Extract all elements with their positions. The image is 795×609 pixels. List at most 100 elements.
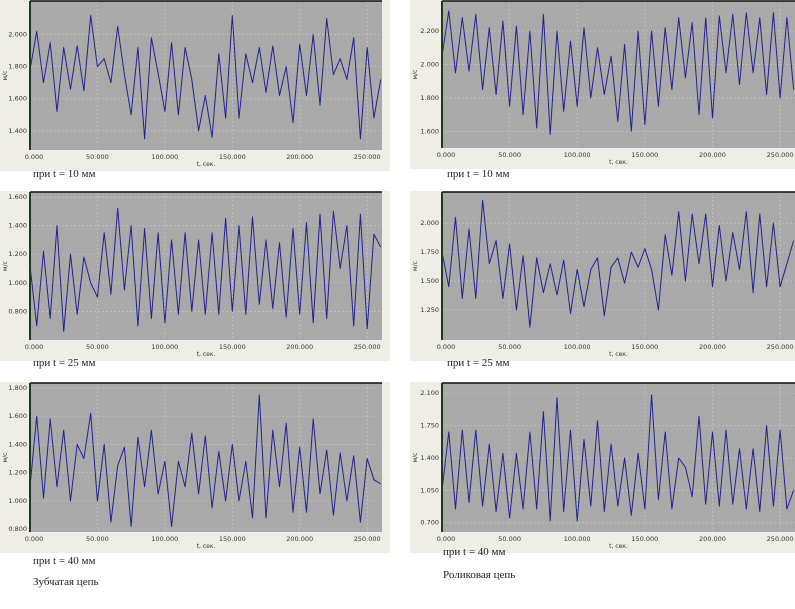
x-tick-label: 0.000 [437, 151, 456, 159]
x-axis-label: t, сек. [197, 351, 216, 358]
x-tick-label: 150.000 [219, 535, 246, 543]
x-tick-label: 150.000 [631, 535, 658, 543]
x-tick-label: 250.000 [767, 151, 794, 159]
series-line [29, 207, 382, 332]
x-tick-label: 100.000 [564, 343, 591, 351]
x-tick-label: 200.000 [286, 343, 313, 351]
chart-3: 0.800 1.000 1.200 1.400 1.600 0.000 50.000 100.… [0, 191, 390, 361]
y-tick-label: 1.800 [8, 384, 27, 392]
x-tick-label: 200.000 [699, 343, 726, 351]
plot-area [442, 192, 795, 340]
y-tick-label: 1.400 [8, 127, 27, 135]
series-line [29, 14, 382, 140]
y-tick-label: 2.000 [420, 60, 439, 68]
x-tick-label: 100.000 [564, 535, 591, 543]
plot-area [442, 1, 795, 148]
y-tick-label: 1.600 [8, 412, 27, 420]
plot-area [30, 383, 382, 532]
y-axis-label: м/с [412, 70, 419, 80]
x-tick-label: 50.000 [498, 343, 521, 351]
chart-2: 1.600 1.800 2.000 2.200 0.000 50.000 100.000 15… [410, 0, 795, 169]
y-tick-label: 1.600 [8, 193, 27, 201]
y-tick-label: 1.600 [420, 127, 439, 135]
y-axis-label: м/с [2, 71, 9, 81]
y-tick-label: 1.200 [8, 469, 27, 477]
caption-chart-2: при t = 10 мм [447, 168, 510, 180]
x-tick-label: 250.000 [354, 153, 381, 161]
x-tick-label: 250.000 [354, 343, 381, 351]
x-tick-label: 200.000 [286, 153, 313, 161]
y-axis-label: м/с [2, 261, 9, 271]
x-axis-label: t, сек. [197, 543, 216, 550]
x-tick-label: 250.000 [354, 535, 381, 543]
y-tick-label: 2.100 [420, 389, 439, 397]
x-tick-label: 50.000 [498, 151, 521, 159]
y-axis-label: м/с [412, 261, 419, 271]
x-tick-label: 150.000 [219, 343, 246, 351]
x-tick-label: 0.000 [25, 153, 44, 161]
y-tick-label: 1.600 [8, 95, 27, 103]
y-tick-label: 2.200 [420, 27, 439, 35]
chart-1: 1.400 1.600 1.800 2.000 0.000 50.000 100.000 15… [0, 0, 390, 171]
y-tick-label: 2.000 [8, 31, 27, 39]
x-tick-label: 100.000 [564, 151, 591, 159]
chart-5: 0.800 1.000 1.200 1.400 1.600 1.800 0.000 50.00… [0, 382, 390, 553]
x-tick-label: 150.000 [219, 153, 246, 161]
x-tick-label: 50.000 [86, 535, 109, 543]
y-tick-label: 1.050 [420, 486, 439, 494]
y-tick-label: 1.400 [8, 222, 27, 230]
series-line [29, 394, 381, 527]
x-tick-label: 100.000 [151, 535, 178, 543]
x-tick-label: 200.000 [286, 535, 313, 543]
y-tick-label: 2.000 [420, 219, 439, 227]
x-axis-label: t, сек. [609, 159, 628, 166]
x-tick-label: 100.000 [151, 153, 178, 161]
y-tick-label: 1.400 [8, 440, 27, 448]
chart-4: 1.250 1.500 1.750 2.000 0.000 50.000 100.000 15… [410, 191, 795, 361]
y-tick-label: 1.500 [420, 277, 439, 285]
caption-chart-3: при t = 25 мм [33, 357, 96, 369]
chart-6: 0.700 1.050 1.400 1.750 2.100 0.000 50.000 100.… [410, 382, 795, 553]
x-tick-label: 100.000 [151, 343, 178, 351]
x-tick-label: 150.000 [631, 151, 658, 159]
x-tick-label: 50.000 [498, 535, 521, 543]
x-tick-label: 200.000 [699, 535, 726, 543]
x-tick-label: 200.000 [699, 151, 726, 159]
caption-chart-4: при t = 25 мм [447, 357, 510, 369]
x-tick-label: 0.000 [25, 343, 44, 351]
plot-area [442, 383, 795, 532]
group-label-toothed-chain: Зубчатая цепь [33, 576, 99, 588]
y-tick-label: 1.750 [420, 248, 439, 256]
y-tick-label: 1.750 [420, 422, 439, 430]
x-tick-label: 250.000 [767, 535, 794, 543]
y-tick-label: 0.800 [8, 307, 27, 315]
caption-chart-5: при t = 40 мм [33, 555, 96, 567]
x-tick-label: 0.000 [437, 535, 456, 543]
y-tick-label: 0.700 [420, 519, 439, 527]
caption-chart-1: при t = 10 мм [33, 168, 96, 180]
y-tick-label: 1.250 [420, 306, 439, 314]
plot-area [30, 1, 382, 150]
series-line [441, 10, 795, 136]
y-tick-label: 1.800 [420, 94, 439, 102]
x-axis-label: t, сек. [197, 161, 216, 168]
x-tick-label: 250.000 [767, 343, 794, 351]
y-tick-label: 0.800 [8, 525, 27, 533]
series-line [441, 394, 795, 522]
y-tick-label: 1.400 [420, 454, 439, 462]
y-axis-label: м/с [2, 453, 9, 463]
x-axis-label: t, сек. [609, 543, 628, 550]
y-tick-label: 1.200 [8, 250, 27, 258]
x-tick-label: 50.000 [86, 343, 109, 351]
x-tick-label: 0.000 [25, 535, 44, 543]
y-axis-label: м/с [412, 453, 419, 463]
x-tick-label: 150.000 [631, 343, 658, 351]
x-axis-label: t, сек. [609, 351, 628, 358]
y-tick-label: 1.000 [8, 497, 27, 505]
y-tick-label: 1.000 [8, 279, 27, 287]
x-tick-label: 0.000 [437, 343, 456, 351]
group-label-roller-chain: Роликовая цепь [443, 569, 516, 581]
x-tick-label: 50.000 [86, 153, 109, 161]
series-line [441, 199, 795, 328]
